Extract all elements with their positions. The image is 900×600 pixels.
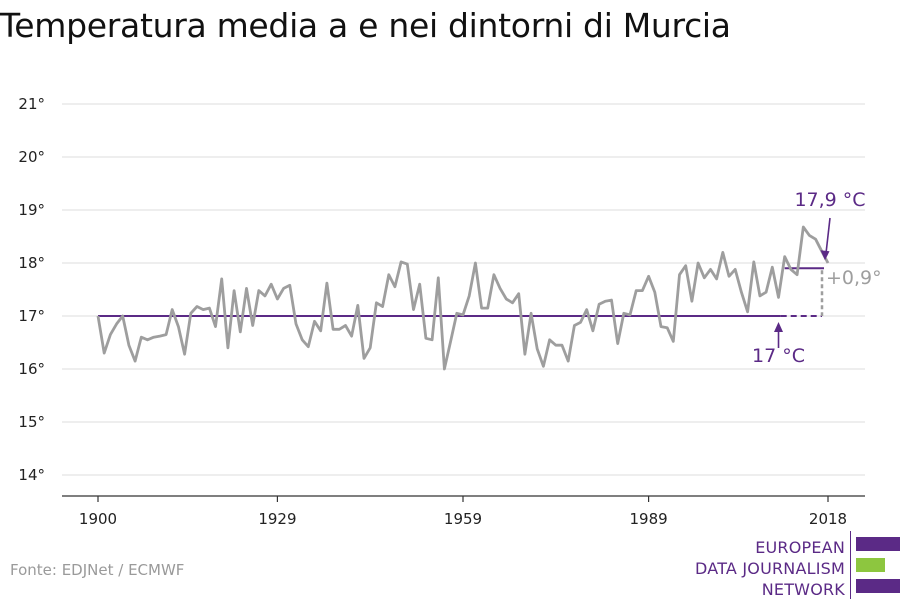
baseline-label: 17 °C	[752, 345, 805, 367]
logo-line-3: NETWORK	[761, 580, 845, 599]
series-line	[96, 225, 830, 371]
temperature-series-line	[96, 225, 830, 371]
logo-bars	[856, 537, 900, 600]
difference-label: +0,9°	[826, 267, 882, 289]
recent-arrow-head	[820, 250, 830, 261]
x-tick-label: 1929	[258, 510, 296, 528]
x-tick-label: 1900	[79, 510, 117, 528]
logo-bar-purple-bottom	[856, 579, 900, 593]
x-tick-label: 1989	[629, 510, 667, 528]
y-tick-label: 21°	[18, 95, 45, 113]
x-axis: 1900 1929 1959 1989 2018	[62, 495, 865, 528]
baseline-arrow-head	[774, 322, 784, 332]
y-tick-label: 17°	[18, 307, 45, 325]
y-tick-label: 16°	[18, 360, 45, 378]
y-tick-label: 20°	[18, 148, 45, 166]
grid-lines	[62, 103, 865, 476]
y-axis-ticks: 14° 15° 16° 17° 18° 19° 20° 21°	[18, 95, 45, 484]
y-tick-label: 19°	[18, 201, 45, 219]
chart-title: Temperatura media a e nei dintorni di Mu…	[0, 6, 731, 45]
source-note: Fonte: EDJNet / ECMWF	[10, 561, 185, 579]
y-tick-label: 15°	[18, 413, 45, 431]
logo-bar-green	[856, 558, 885, 572]
logo-divider	[850, 531, 851, 599]
y-tick-label: 18°	[18, 254, 45, 272]
annotations: 17 °C 17,9 °C +0,9°	[752, 189, 882, 367]
logo-line-2: DATA JOURNALISM	[695, 559, 845, 578]
edjnet-logo: EUROPEAN DATA JOURNALISM NETWORK	[695, 531, 900, 600]
recent-mean-label: 17,9 °C	[794, 189, 865, 211]
x-tick-label: 1959	[444, 510, 482, 528]
recent-arrow-shaft	[825, 217, 831, 254]
x-tick-label: 2018	[809, 510, 847, 528]
logo-text: EUROPEAN DATA JOURNALISM NETWORK	[695, 537, 850, 600]
y-tick-label: 14°	[18, 466, 45, 484]
logo-bar-purple-top	[856, 537, 900, 551]
logo-line-1: EUROPEAN	[755, 538, 845, 557]
